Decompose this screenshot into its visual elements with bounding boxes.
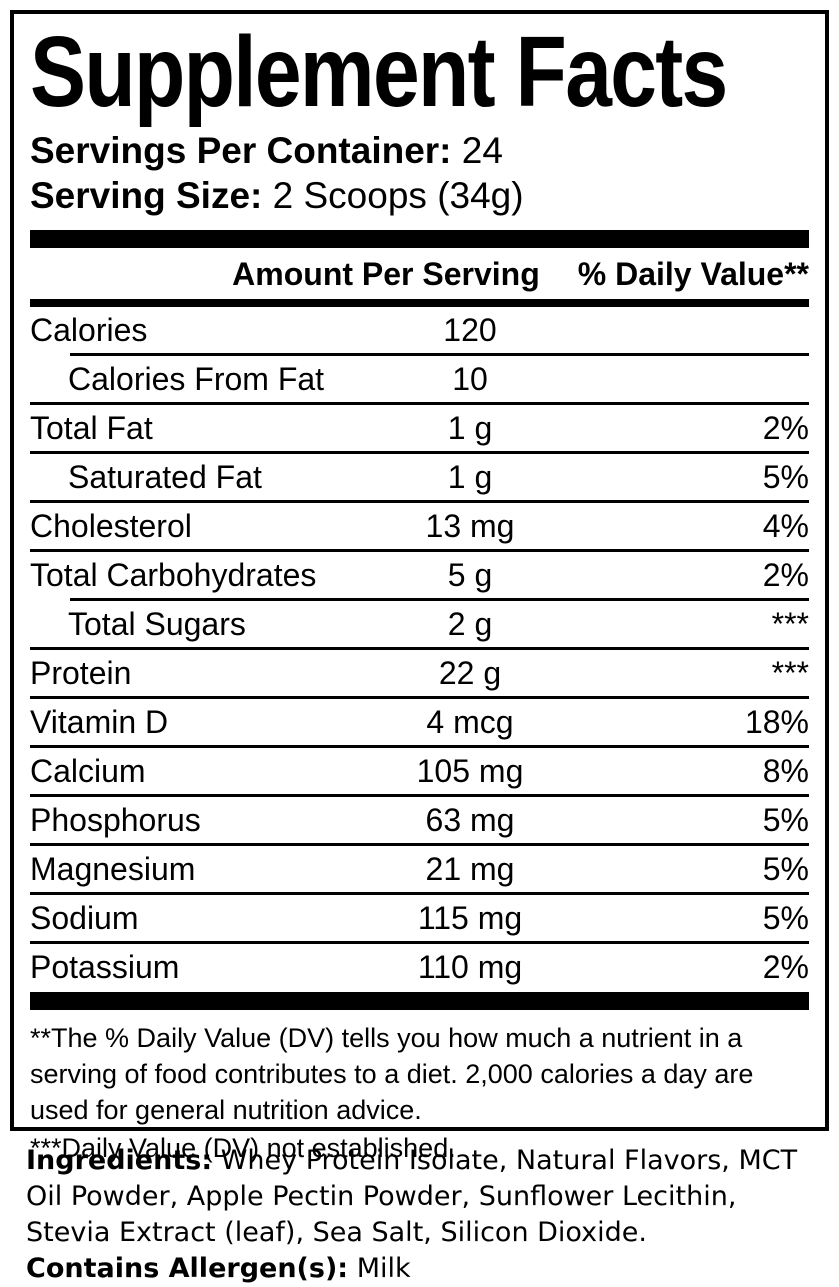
divider <box>30 696 809 699</box>
nutrient-amount: 1 g <box>447 458 493 495</box>
nutrient-dv: *** <box>771 605 809 642</box>
nutrient-name: Calories From Fat <box>68 360 325 397</box>
not-established-footnote: ***Daily Value (DV) not established. <box>30 1133 456 1163</box>
nutrient-name: Protein <box>30 654 132 691</box>
divider <box>30 402 809 405</box>
nutrient-name: Cholesterol <box>30 507 192 544</box>
nutrient-amount: 13 mg <box>425 507 515 544</box>
table-row-total-carbohydrates: Total Carbohydrates 5 g 2% <box>30 552 809 598</box>
supplement-facts-panel: Supplement Facts Servings Per Container:… <box>10 10 829 1163</box>
table-row-phosphorus: Phosphorus 63 mg 5% <box>30 797 809 843</box>
nutrient-amount: 110 mg <box>417 948 523 985</box>
table-row-calories-from-fat: Calories From Fat 10 <box>30 356 809 402</box>
divider <box>30 500 809 503</box>
table-row-potassium: Potassium 110 mg 2% <box>30 944 809 990</box>
table-row-sodium: Sodium 115 mg 5% <box>30 895 809 941</box>
nutrient-dv: 2% <box>762 948 809 985</box>
nutrient-amount: 22 g <box>438 654 502 691</box>
table-row-calories: Calories 120 <box>30 307 809 353</box>
divider <box>30 745 809 748</box>
nutrient-amount: 21 mg <box>425 850 515 887</box>
nutrient-amount: 120 <box>443 311 497 348</box>
table-row-cholesterol: Cholesterol 13 mg 4% <box>30 503 809 549</box>
nutrient-amount: 1 g <box>447 409 493 446</box>
nutrient-name: Sodium <box>30 899 139 936</box>
divider <box>30 647 809 650</box>
divider <box>70 353 809 356</box>
nutrient-name: Total Sugars <box>68 605 246 642</box>
ingredients-text: Whey Protein Isolate, Natural Flavors, M… <box>26 1145 798 1248</box>
divider <box>30 941 809 944</box>
ingredients-label: Ingredients: <box>26 1145 213 1176</box>
footnotes: **The % Daily Value (DV) tells you how m… <box>30 1020 809 1166</box>
table-row-calcium: Calcium 105 mg 8% <box>30 748 809 794</box>
nutrient-name: Magnesium <box>30 850 196 887</box>
ingredients-line: Ingredients: Whey Protein Isolate, Natur… <box>26 1143 814 1251</box>
facts-table: Calories 120 Calories From Fat 10 Total … <box>30 307 809 990</box>
nutrient-dv: 5% <box>762 899 809 936</box>
nutrient-dv: *** <box>771 654 809 691</box>
allergens-line: Contains Allergen(s): Milk <box>26 1251 814 1287</box>
divider <box>30 892 809 895</box>
daily-value-footnote: **The % Daily Value (DV) tells you how m… <box>30 1023 754 1125</box>
nutrient-dv: 18% <box>744 703 809 740</box>
nutrient-dv: 5% <box>762 458 809 495</box>
nutrient-amount: 63 mg <box>425 801 515 838</box>
page-title: Supplement Facts <box>30 16 728 128</box>
nutrient-dv: 2% <box>762 409 809 446</box>
ingredients-section: Ingredients: Whey Protein Isolate, Natur… <box>26 1143 814 1287</box>
serving-size: Serving Size: 2 Scoops (34g) <box>30 173 809 218</box>
nutrient-amount: 105 mg <box>416 752 524 789</box>
nutrient-dv: 4% <box>762 507 809 544</box>
daily-value-column-header: % Daily Value** <box>577 256 809 292</box>
nutrient-name: Potassium <box>30 948 180 985</box>
nutrient-name: Calcium <box>30 752 146 789</box>
table-row-saturated-fat: Saturated Fat 1 g 5% <box>30 454 809 500</box>
amount-column-header: Amount Per Serving <box>232 256 540 292</box>
nutrient-amount: 2 g <box>447 605 493 642</box>
nutrient-dv: 5% <box>762 850 809 887</box>
nutrient-name: Total Carbohydrates <box>30 556 317 593</box>
separator-bar-bottom <box>30 992 809 1010</box>
table-row-total-sugars: Total Sugars 2 g *** <box>30 601 809 647</box>
table-row-magnesium: Magnesium 21 mg 5% <box>30 846 809 892</box>
divider <box>30 451 809 454</box>
nutrient-amount: 4 mcg <box>426 703 514 740</box>
nutrient-name: Saturated Fat <box>68 458 262 495</box>
table-row-vitamin-d: Vitamin D 4 mcg 18% <box>30 699 809 745</box>
divider <box>30 843 809 846</box>
nutrient-name: Vitamin D <box>30 703 169 740</box>
separator-bar-top <box>30 230 809 248</box>
serving-size-value: 2 Scoops (34g) <box>272 175 524 216</box>
table-header: Amount Per Serving % Daily Value** <box>30 248 809 299</box>
header-underline-bar <box>30 299 809 307</box>
nutrient-dv: 5% <box>762 801 809 838</box>
nutrient-amount: 115 mg <box>417 899 523 936</box>
servings-per-container: Servings Per Container: 24 <box>30 128 809 173</box>
nutrient-amount: 5 g <box>447 556 493 593</box>
divider <box>30 549 809 552</box>
serving-size-label: Serving Size: <box>30 175 263 216</box>
servings-per-container-value: 24 <box>461 130 503 171</box>
divider <box>70 598 809 601</box>
table-row-total-fat: Total Fat 1 g 2% <box>30 405 809 451</box>
nutrient-name: Phosphorus <box>30 801 201 838</box>
table-row-protein: Protein 22 g *** <box>30 650 809 696</box>
nutrient-dv: 2% <box>762 556 809 593</box>
servings-per-container-label: Servings Per Container: <box>30 130 452 171</box>
divider <box>30 794 809 797</box>
nutrient-name: Total Fat <box>30 409 153 446</box>
nutrient-name: Calories <box>30 311 148 348</box>
nutrient-amount: 10 <box>452 360 488 397</box>
nutrient-dv: 8% <box>762 752 809 789</box>
